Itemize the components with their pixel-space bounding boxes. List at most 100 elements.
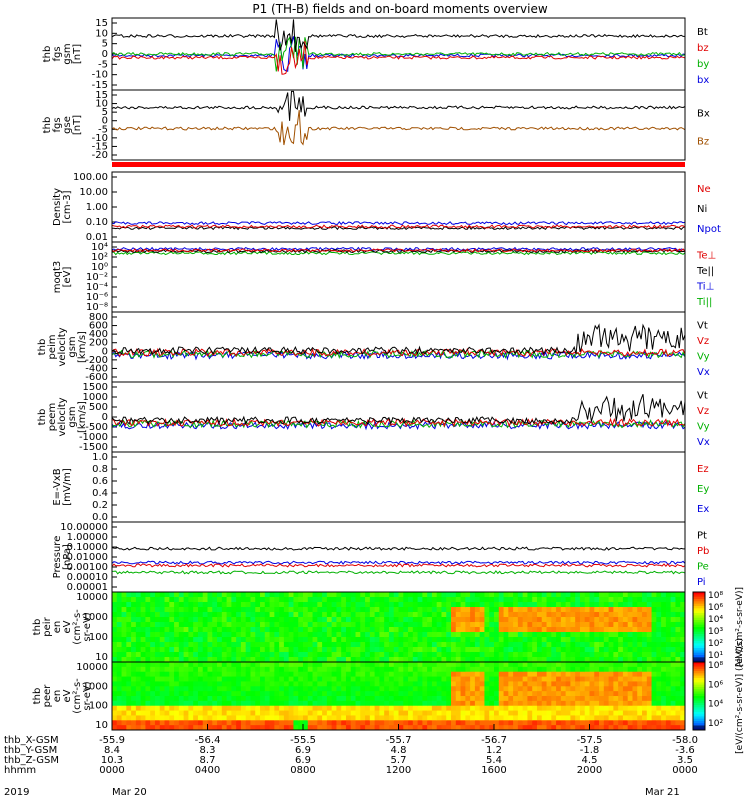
spectrogram-cell: [646, 627, 653, 633]
spectrogram-cell: [508, 681, 514, 687]
spectrogram-cell: [250, 676, 256, 683]
spectrogram-cell: [470, 632, 476, 638]
spectrogram-cell: [226, 607, 232, 613]
spectrogram-cell: [484, 666, 490, 673]
spectrogram-cell: [460, 686, 466, 692]
spectrogram-cell: [627, 691, 634, 697]
spectrogram-cell: [236, 652, 242, 658]
spectrogram-cell: [494, 715, 500, 721]
spectrogram-cell: [212, 652, 218, 658]
spectrogram-cell: [341, 710, 347, 717]
spectrogram-cell: [637, 720, 643, 726]
spectrogram-cell: [541, 662, 548, 668]
spectrogram-cell: [513, 617, 519, 623]
spectrogram-cell: [269, 710, 275, 717]
spectrogram-cell: [269, 696, 275, 702]
spectrogram-cell: [594, 632, 600, 638]
spectrogram-cell: [489, 671, 495, 678]
spectrogram-cell: [307, 657, 314, 662]
spectrogram-cell: [207, 700, 213, 707]
spectrogram-cell: [350, 627, 357, 633]
spectrogram-cell: [250, 705, 256, 712]
spectrogram-cell: [632, 622, 638, 628]
spectrogram-cell: [460, 710, 466, 717]
spectrogram-cell: [212, 642, 218, 648]
spectrogram-cell: [183, 705, 189, 712]
spectrogram-cell: [197, 622, 204, 628]
spectrogram-cell: [131, 691, 137, 697]
spectrogram-cell: [288, 686, 295, 692]
spectrogram-cell: [183, 657, 189, 662]
spectrogram-cell: [260, 632, 266, 638]
spectrogram-cell: [322, 691, 328, 697]
spectrogram-cell: [599, 647, 605, 653]
spectrogram-cell: [236, 637, 242, 643]
spectrogram-cell: [197, 652, 204, 658]
spectrogram-cell: [322, 622, 328, 628]
spectrogram-cell: [546, 725, 552, 730]
spectrogram-cell: [345, 700, 352, 707]
spectrogram-cell: [422, 657, 428, 662]
spectrogram-cell: [226, 657, 232, 662]
spectrogram-cell: [303, 617, 309, 623]
spectrogram-cell: [221, 725, 228, 730]
spectrogram-cell: [264, 671, 271, 678]
spectrogram-cell: [541, 632, 548, 638]
spectrogram-cell: [412, 666, 419, 673]
spectrogram-cell: [632, 676, 638, 683]
spectrogram-cell: [312, 632, 318, 638]
spectrogram-cell: [565, 705, 571, 712]
spectrogram-cell: [169, 720, 175, 726]
spectrogram-cell: [393, 676, 400, 683]
spectrogram-cell: [269, 642, 275, 648]
spectrogram-cell: [283, 632, 290, 638]
spectrogram-cell: [279, 632, 285, 638]
spectrogram-cell: [288, 627, 295, 633]
spectrogram-cell: [451, 681, 457, 687]
spectrogram-cell: [322, 657, 328, 662]
spectrogram-cell: [374, 681, 380, 687]
spectrogram-cell: [460, 647, 466, 653]
spectrogram-cell: [489, 725, 495, 730]
spectrogram-cell: [393, 666, 400, 673]
spectrogram-cell: [670, 696, 677, 702]
spectrogram-cell: [608, 715, 614, 721]
spectrogram-cell: [317, 681, 323, 687]
y-axis-label: thb: [37, 409, 48, 426]
spectrogram-cell: [202, 637, 209, 643]
spectrogram-cell: [212, 632, 218, 638]
spectrogram-cell: [150, 686, 156, 692]
spectrogram-cell: [303, 662, 309, 668]
spectrogram-cell: [322, 700, 328, 707]
spectrogram-cell: [217, 642, 223, 648]
spectrogram-cell: [522, 686, 529, 692]
spectrogram-cell: [188, 681, 194, 687]
spectrogram-cell: [274, 652, 280, 658]
spectrogram-cell: [484, 632, 490, 638]
spectrogram-cell: [656, 602, 662, 608]
spectrogram-cell: [226, 627, 232, 633]
spectrogram-cell: [551, 666, 557, 673]
spectrogram-cell: [470, 666, 476, 673]
spectrogram-cell: [336, 592, 342, 598]
spectrogram-cell: [221, 720, 228, 726]
spectrogram-cell: [183, 662, 189, 668]
legend-entry: Ti||: [696, 297, 712, 308]
spectrogram-cell: [513, 691, 519, 697]
spectrogram-cell: [403, 666, 409, 673]
spectrogram-cell: [236, 627, 242, 633]
spectrogram-cell: [197, 597, 204, 603]
spectrogram-cell: [551, 637, 557, 643]
spectrogram-cell: [589, 652, 595, 658]
spectrogram-cell: [250, 617, 256, 623]
spectrogram-cell: [307, 642, 314, 648]
y-tick-label: 0.8: [92, 464, 108, 475]
spectrogram-cell: [484, 676, 490, 683]
spectrogram-cell: [360, 657, 366, 662]
series-line-Pt: [112, 546, 685, 551]
spectrogram-cell: [159, 607, 166, 613]
spectrogram-cell: [627, 666, 634, 673]
spectrogram-cell: [121, 607, 127, 613]
